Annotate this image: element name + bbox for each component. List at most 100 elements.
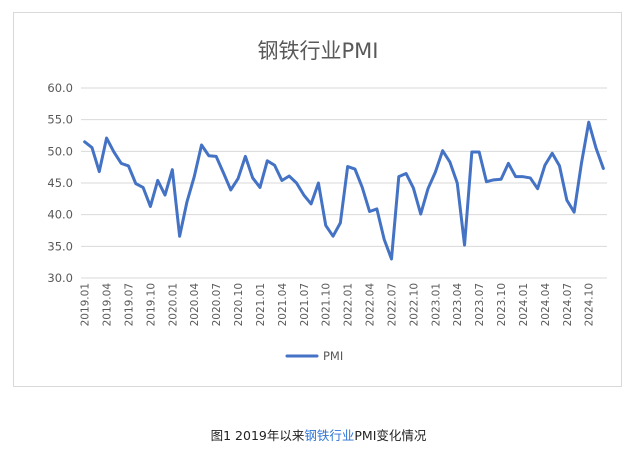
data-point xyxy=(478,150,481,153)
x-tick-label: 2021.07 xyxy=(299,283,311,326)
data-point xyxy=(463,244,466,247)
chart-title: 钢铁行业PMI xyxy=(258,39,379,63)
data-point xyxy=(383,238,386,241)
data-point xyxy=(171,168,174,171)
data-point xyxy=(587,121,590,124)
x-tick-label: 2023.07 xyxy=(474,283,486,326)
data-point xyxy=(251,176,254,179)
data-point xyxy=(127,164,130,167)
y-axis-ticks: 60.0 55.0 50.0 45.0 40.0 35.0 30.0 xyxy=(47,81,73,285)
data-point xyxy=(397,175,400,178)
data-point xyxy=(514,175,517,178)
pmi-line-chart: 钢铁行业PMI 60.0 55.0 50.0 45.0 40.0 35.0 30.0 201… xyxy=(47,39,607,363)
data-point xyxy=(580,162,583,165)
data-point xyxy=(405,172,408,175)
y-tick-label: 35.0 xyxy=(47,239,73,253)
series-pmi xyxy=(83,120,605,261)
data-point xyxy=(295,182,298,184)
data-point xyxy=(317,182,320,184)
data-point xyxy=(485,180,488,183)
caption-link[interactable]: 钢铁行业 xyxy=(304,428,355,443)
data-point xyxy=(207,154,210,157)
data-point xyxy=(346,165,349,168)
x-tick-label: 2024.04 xyxy=(540,283,552,327)
x-tick-label: 2024.07 xyxy=(562,283,574,326)
data-point xyxy=(529,176,532,179)
data-point xyxy=(507,162,510,165)
data-point xyxy=(237,177,240,180)
x-tick-label: 2019.04 xyxy=(102,283,114,327)
x-tick-label: 2022.01 xyxy=(343,283,355,326)
data-point xyxy=(332,235,335,238)
data-point xyxy=(434,171,437,174)
x-tick-label: 2020.10 xyxy=(233,283,245,326)
data-point xyxy=(368,210,371,213)
data-point xyxy=(492,178,495,181)
data-point xyxy=(602,167,605,170)
x-tick-label: 2023.01 xyxy=(430,283,442,326)
x-tick-label: 2024.10 xyxy=(584,283,596,326)
x-tick-label: 2020.07 xyxy=(211,283,223,326)
data-point xyxy=(288,175,291,178)
x-tick-label: 2019.07 xyxy=(123,283,135,326)
x-tick-label: 2020.04 xyxy=(189,283,201,327)
series-line-pmi xyxy=(83,120,605,261)
data-point xyxy=(112,150,115,153)
x-tick-label: 2021.01 xyxy=(255,283,267,326)
chart-frame: 钢铁行业PMI 60.0 55.0 50.0 45.0 40.0 35.0 30.0 201… xyxy=(13,12,622,387)
data-point xyxy=(412,187,415,190)
data-point xyxy=(142,186,145,189)
data-point xyxy=(470,150,473,153)
data-point xyxy=(441,149,444,152)
data-point xyxy=(120,162,123,165)
data-point xyxy=(229,188,232,191)
x-tick-label: 2023.04 xyxy=(452,283,464,327)
caption-prefix: 图1 2019年以来 xyxy=(210,428,305,443)
x-tick-label: 2022.04 xyxy=(365,283,377,327)
data-point xyxy=(536,187,539,190)
x-tick-label: 2019.01 xyxy=(80,283,92,326)
y-tick-label: 40.0 xyxy=(47,208,73,222)
data-point xyxy=(448,161,451,164)
data-point xyxy=(244,155,247,158)
data-point xyxy=(273,164,276,167)
data-point xyxy=(573,211,576,214)
data-point xyxy=(565,199,568,202)
data-point xyxy=(258,186,261,189)
data-point xyxy=(178,235,181,238)
x-tick-label: 2021.10 xyxy=(321,283,333,326)
data-point xyxy=(83,140,86,143)
data-point xyxy=(310,202,313,205)
figure-caption: 图1 2019年以来钢铁行业PMI变化情况 xyxy=(0,425,637,444)
x-tick-label: 2020.01 xyxy=(167,283,179,326)
data-point xyxy=(324,224,327,227)
y-tick-label: 60.0 xyxy=(47,81,73,95)
data-point xyxy=(551,152,554,155)
data-point xyxy=(558,164,561,167)
data-point xyxy=(456,182,459,184)
data-point xyxy=(105,137,108,140)
x-axis-ticks: 2019.01 2019.04 2019.07 2019.10 2020.01 2020.… xyxy=(80,283,596,327)
x-tick-label: 2019.10 xyxy=(145,283,157,326)
data-point xyxy=(280,179,283,182)
data-point xyxy=(521,175,524,178)
data-point xyxy=(134,182,137,185)
data-point xyxy=(390,258,393,260)
data-point xyxy=(193,175,196,178)
data-point xyxy=(500,178,503,181)
data-point xyxy=(98,170,101,173)
x-tick-label: 2024.01 xyxy=(518,283,530,326)
data-point xyxy=(595,147,598,150)
data-point xyxy=(375,207,378,210)
legend: PMI xyxy=(285,349,343,363)
y-tick-label: 55.0 xyxy=(47,113,73,127)
data-point xyxy=(185,201,188,203)
x-tick-label: 2022.10 xyxy=(408,283,420,326)
y-tick-label: 30.0 xyxy=(47,271,73,285)
data-point xyxy=(427,187,430,190)
data-point xyxy=(543,164,546,167)
data-point xyxy=(149,205,152,208)
data-point xyxy=(266,159,269,162)
data-point xyxy=(419,213,422,216)
data-point xyxy=(361,186,364,189)
